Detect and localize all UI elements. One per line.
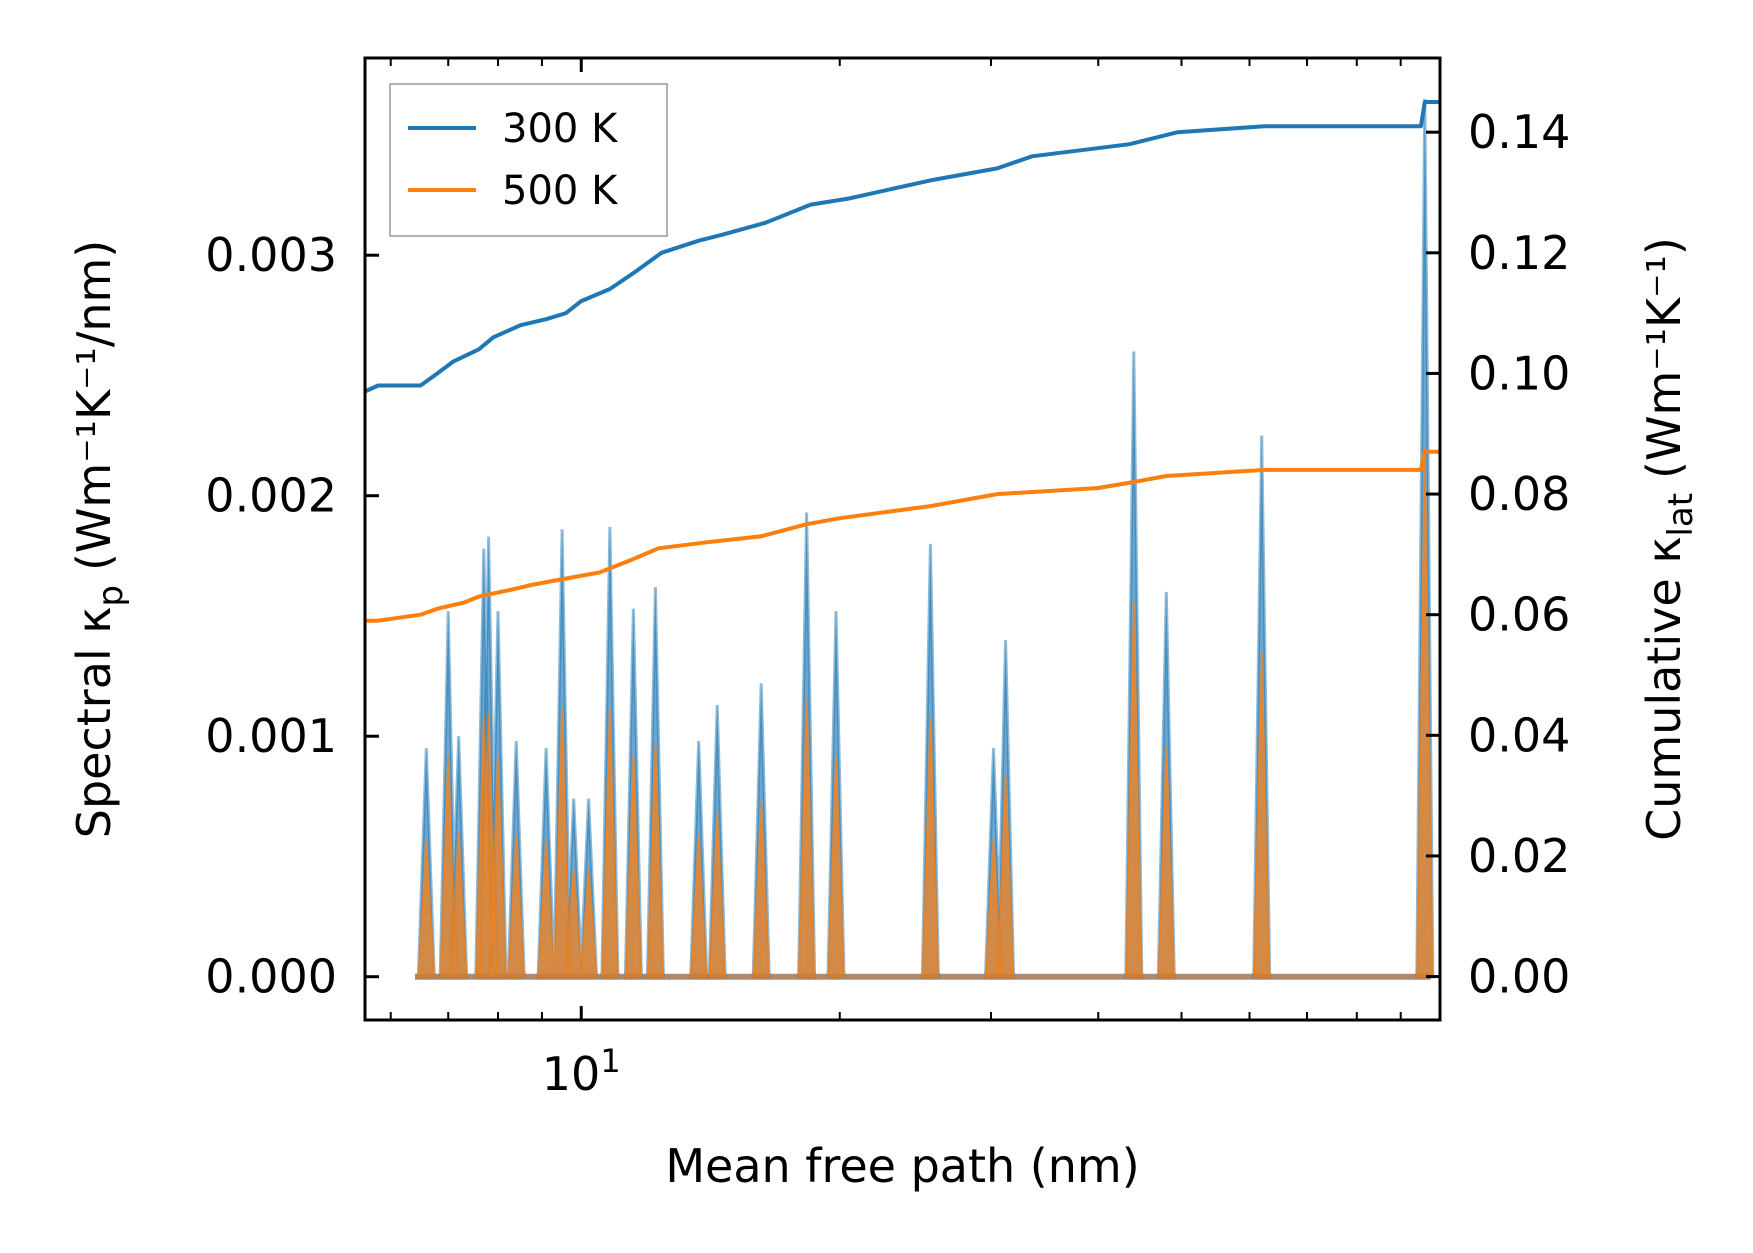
y-left-tick-label: 0.001 <box>205 709 337 763</box>
legend-label-500k: 500 K <box>502 168 619 214</box>
x-tick-label: 101 <box>542 1042 621 1101</box>
x-tick-base: 10 <box>542 1047 601 1101</box>
y-right-tick-label: 0.04 <box>1468 708 1570 762</box>
spectral-500k-area <box>417 447 1434 978</box>
axis-ticks <box>365 58 1440 1020</box>
y-left-tick-label: 0.002 <box>205 469 337 523</box>
x-tick-exponent: 1 <box>600 1042 620 1080</box>
tick-labels: 101 0.000 0.001 0.002 0.003 0.00 0.02 0.04 0.06 0… <box>205 105 1570 1101</box>
y-axis-label-right: Cumulative κlat (Wm⁻¹K⁻¹) <box>1637 237 1701 841</box>
y-right-tick-label: 0.06 <box>1468 588 1570 642</box>
y-right-tick-label: 0.00 <box>1468 950 1570 1004</box>
y-right-label-unit: (Wm⁻¹K⁻¹) <box>1637 237 1691 479</box>
y-right-tick-label: 0.02 <box>1468 829 1570 883</box>
y-left-label-unit: (Wm⁻¹K⁻¹/nm) <box>67 240 121 571</box>
legend: 300 K 500 K <box>389 83 668 237</box>
y-left-label-main: Spectral κ <box>67 607 121 839</box>
y-right-tick-label: 0.10 <box>1468 346 1570 400</box>
plot-frame <box>363 56 1442 1022</box>
spectral-fills <box>415 98 1435 980</box>
cumulative-lines <box>364 100 1440 623</box>
y-right-tick-label: 0.14 <box>1468 105 1570 159</box>
cumulative-line-500k <box>365 449 1440 623</box>
x-axis-label: Mean free path (nm) <box>665 1139 1139 1193</box>
y-left-label-sub: p <box>91 585 131 607</box>
y-right-label-sub: lat <box>1661 493 1701 537</box>
y-right-label-main: Cumulative κ <box>1637 537 1691 841</box>
y-right-tick-label: 0.08 <box>1468 467 1570 521</box>
legend-box <box>389 83 668 237</box>
cumulative-line-300k <box>364 100 1440 394</box>
y-right-tick-label: 0.12 <box>1468 226 1570 280</box>
y-axis-label-left: Spectral κp (Wm⁻¹K⁻¹/nm) <box>67 240 131 839</box>
y-left-tick-label: 0.000 <box>205 950 337 1004</box>
legend-label-300k: 300 K <box>502 106 619 152</box>
y-left-tick-label: 0.003 <box>205 228 337 282</box>
